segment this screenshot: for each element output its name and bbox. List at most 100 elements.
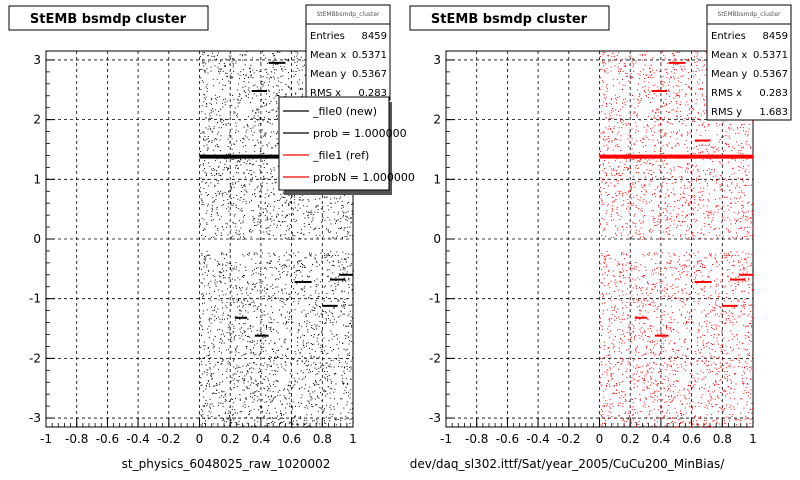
scatter-point (310, 426, 312, 428)
scatter-point (300, 56, 302, 58)
scatter-point (730, 206, 732, 208)
scatter-point (206, 90, 208, 92)
scatter-point (614, 184, 616, 186)
scatter-point (299, 79, 301, 81)
scatter-point (276, 349, 278, 351)
scatter-point (350, 221, 352, 223)
scatter-point (274, 255, 276, 257)
scatter-point (606, 138, 608, 140)
scatter-point (255, 363, 257, 365)
scatter-point (717, 150, 719, 152)
scatter-point (258, 89, 260, 91)
scatter-point (697, 118, 699, 120)
scatter-point (278, 214, 280, 216)
scatter-point (260, 270, 262, 272)
scatter-point (233, 387, 235, 389)
scatter-point (652, 127, 654, 129)
scatter-point (247, 97, 249, 99)
scatter-point (345, 415, 347, 417)
scatter-point (256, 308, 258, 310)
scatter-point (236, 116, 238, 118)
scatter-point (214, 138, 216, 140)
scatter-point (312, 310, 314, 312)
scatter-point (266, 71, 268, 73)
scatter-point (300, 402, 302, 404)
scatter-point (267, 178, 269, 180)
scatter-point (277, 143, 279, 145)
scatter-point (619, 70, 621, 72)
scatter-point (616, 212, 618, 214)
scatter-point (715, 175, 717, 177)
scatter-point (230, 229, 232, 231)
scatter-point (230, 183, 232, 185)
scatter-point (250, 169, 252, 171)
scatter-point (279, 422, 281, 424)
scatter-point (216, 138, 218, 140)
scatter-point (247, 364, 249, 366)
scatter-point (287, 60, 289, 62)
scatter-point (281, 221, 283, 223)
scatter-point (284, 317, 286, 319)
scatter-point (342, 301, 344, 303)
scatter-point (290, 275, 292, 277)
scatter-point (343, 324, 345, 326)
scatter-point (273, 131, 275, 133)
scatter-point (349, 408, 351, 410)
scatter-point (250, 130, 252, 132)
scatter-point (271, 215, 273, 217)
scatter-point (348, 218, 350, 220)
scatter-point (211, 103, 213, 105)
scatter-point (302, 266, 304, 268)
scatter-point (676, 93, 678, 95)
scatter-point (267, 313, 269, 315)
x-tick-label: -0.6 (496, 432, 519, 446)
scatter-point (341, 264, 343, 266)
scatter-point (240, 159, 242, 161)
scatter-point (271, 366, 273, 368)
scatter-point (221, 360, 223, 362)
scatter-point (670, 191, 672, 193)
scatter-point (210, 318, 212, 320)
scatter-point (226, 368, 228, 370)
scatter-point (284, 288, 286, 290)
scatter-point (666, 217, 668, 219)
scatter-point (342, 377, 344, 379)
scatter-point (715, 122, 717, 124)
scatter-point (732, 237, 734, 239)
scatter-point (272, 295, 274, 297)
scatter-point (714, 151, 716, 153)
scatter-point (332, 272, 334, 274)
scatter-point (313, 356, 315, 358)
scatter-point (310, 327, 312, 329)
scatter-point (635, 129, 637, 131)
scatter-point (276, 94, 278, 96)
scatter-point (350, 217, 352, 219)
scatter-point (226, 208, 228, 210)
scatter-point (694, 116, 696, 118)
scatter-point (315, 326, 317, 328)
scatter-point (668, 203, 670, 205)
scatter-point (699, 134, 701, 136)
scatter-point (301, 194, 303, 196)
scatter-point (236, 367, 238, 369)
scatter-point (232, 331, 234, 333)
scatter-point (328, 339, 330, 341)
scatter-point (307, 297, 309, 299)
scatter-point (338, 262, 340, 264)
scatter-point (709, 223, 711, 225)
scatter-point (655, 112, 657, 114)
scatter-point (203, 97, 205, 99)
scatter-point (350, 334, 352, 336)
scatter-point (232, 398, 234, 400)
scatter-point (298, 378, 300, 380)
scatter-point (280, 193, 282, 195)
scatter-point (206, 222, 208, 224)
scatter-point (673, 167, 675, 169)
scatter-point (205, 364, 207, 366)
scatter-point (280, 314, 282, 316)
scatter-point (267, 295, 269, 297)
scatter-point (239, 313, 241, 315)
scatter-point (697, 169, 699, 171)
scatter-point (688, 202, 690, 204)
title-box (8, 5, 209, 31)
